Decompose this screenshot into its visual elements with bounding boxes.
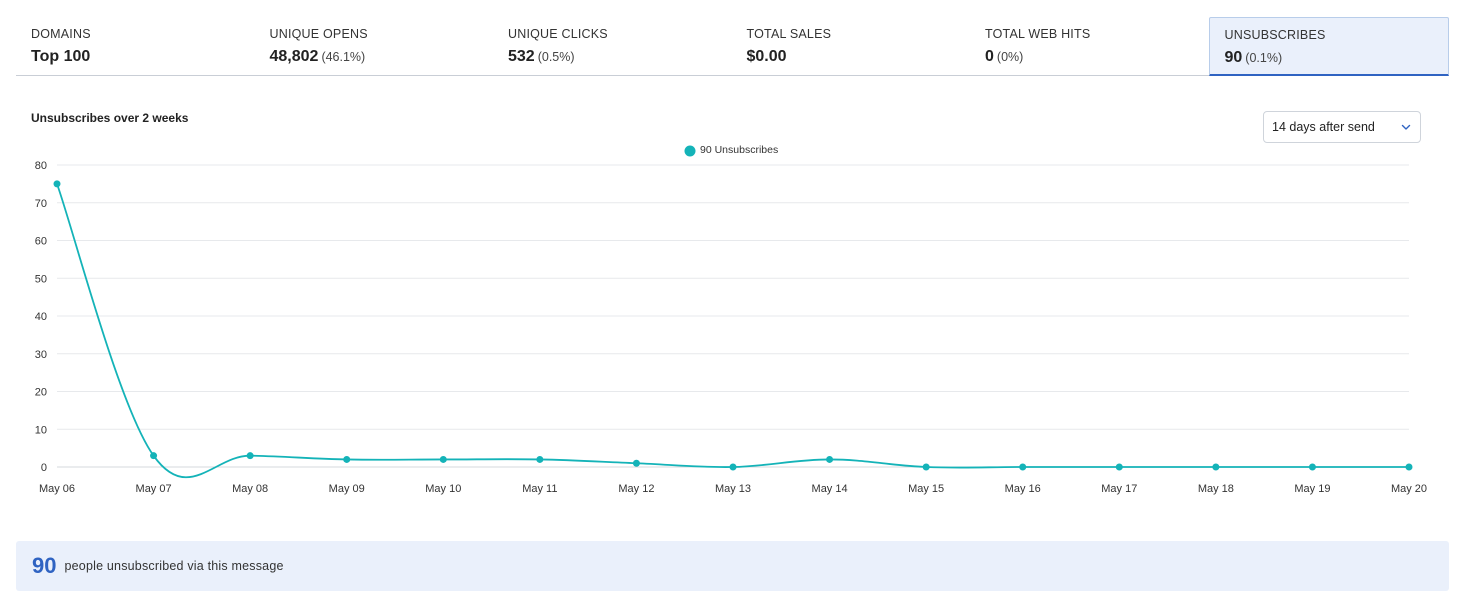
data-point xyxy=(53,180,61,188)
data-point xyxy=(826,455,834,463)
y-tick-label: 70 xyxy=(35,198,47,210)
y-tick-label: 20 xyxy=(35,387,47,399)
stat-value: $0.00 xyxy=(746,48,787,65)
summary-banner: 90 people unsubscribed via this message xyxy=(16,541,1449,591)
x-tick-label: May 13 xyxy=(715,483,751,495)
data-point xyxy=(1019,463,1027,471)
data-point xyxy=(536,455,544,463)
data-point xyxy=(1405,463,1413,471)
x-tick-label: May 16 xyxy=(1005,483,1041,495)
stat-value: 0 xyxy=(985,48,994,65)
stat-label: UNIQUE OPENS xyxy=(269,27,368,41)
x-tick-label: May 15 xyxy=(908,483,944,495)
x-tick-label: May 20 xyxy=(1391,483,1427,495)
stat-value-line: 0 (0%) xyxy=(985,48,1209,66)
stat-label: DOMAINS xyxy=(31,27,91,41)
y-tick-label: 80 xyxy=(35,160,47,172)
x-tick-label: May 08 xyxy=(232,483,268,495)
data-point xyxy=(343,455,351,463)
stat-value-line: 90 (0.1%) xyxy=(1225,49,1449,67)
stat-percent: (0.1%) xyxy=(1245,51,1283,65)
x-tick-label: May 19 xyxy=(1294,483,1330,495)
stat-value-line: 532 (0.5%) xyxy=(508,48,732,66)
stat-value-line: Top 100 xyxy=(31,48,255,66)
series-line xyxy=(56,183,1409,479)
stat-percent: (46.1%) xyxy=(321,50,366,64)
x-tick-label: May 10 xyxy=(425,483,461,495)
x-tick-label: May 09 xyxy=(329,483,365,495)
summary-text: people unsubscribed via this message xyxy=(64,559,284,573)
x-tick-label: May 18 xyxy=(1198,483,1234,495)
y-tick-label: 60 xyxy=(35,236,47,248)
y-tick-label: 0 xyxy=(41,462,47,474)
y-tick-label: 10 xyxy=(35,424,47,436)
y-tick-label: 30 xyxy=(35,349,47,361)
legend-label: 90 Unsubscribes xyxy=(700,144,778,156)
x-tick-label: May 11 xyxy=(522,483,557,495)
stat-tab-total-web-hits[interactable]: TOTAL WEB HITS 0 (0%) xyxy=(970,17,1209,75)
stat-tab-unique-clicks[interactable]: UNIQUE CLICKS 532 (0.5%) xyxy=(493,17,732,75)
data-point xyxy=(1115,463,1123,471)
data-point xyxy=(922,463,930,471)
date-range-select[interactable]: 14 days after send xyxy=(1263,111,1421,143)
stat-value-line: 48,802 (46.1%) xyxy=(270,48,494,66)
x-tick-label: May 14 xyxy=(812,483,848,495)
x-tick-label: May 17 xyxy=(1101,483,1137,495)
summary-count: 90 xyxy=(32,553,57,578)
stats-bar: DOMAINS Top 100 UNIQUE OPENS 48,802 (46.1%) U… xyxy=(16,17,1449,76)
stat-value: 532 xyxy=(508,48,535,65)
stat-value: 90 xyxy=(1224,49,1243,66)
unsubscribes-line-chart: 0 10 20 30 40 50 60 70 80 May 06 May 07 May 08 May 0… xyxy=(35,144,1427,495)
data-point xyxy=(632,459,640,467)
chart-title: Unsubscribes over 2 weeks xyxy=(31,111,189,125)
x-tick-label: May 06 xyxy=(39,483,75,495)
x-tick-label: May 12 xyxy=(618,483,654,495)
stat-value: Top 100 xyxy=(31,48,91,65)
x-tick-label: May 07 xyxy=(136,483,172,495)
chevron-down-icon xyxy=(1401,124,1411,130)
stat-tab-domains[interactable]: DOMAINS Top 100 xyxy=(16,17,255,75)
data-point xyxy=(729,463,737,471)
stat-percent: (0.5%) xyxy=(537,50,575,64)
stat-label: UNSUBSCRIBES xyxy=(1224,28,1326,42)
data-point xyxy=(150,452,158,460)
stat-tab-total-sales[interactable]: TOTAL SALES $0.00 xyxy=(732,17,971,75)
date-range-select-value: 14 days after send xyxy=(1272,120,1375,134)
data-point xyxy=(1212,463,1220,471)
legend-marker xyxy=(684,145,696,157)
stat-value: 48,802 xyxy=(269,48,319,65)
data-point xyxy=(439,455,447,463)
y-tick-label: 40 xyxy=(35,311,47,323)
data-point xyxy=(246,452,254,460)
stat-tab-unsubscribes[interactable]: UNSUBSCRIBES 90 (0.1%) xyxy=(1208,17,1449,76)
stat-tab-unique-opens[interactable]: UNIQUE OPENS 48,802 (46.1%) xyxy=(255,17,494,75)
stat-label: TOTAL WEB HITS xyxy=(985,27,1091,41)
stat-value-line: $0.00 xyxy=(747,48,971,66)
stat-label: UNIQUE CLICKS xyxy=(508,27,608,41)
stat-label: TOTAL SALES xyxy=(746,27,832,41)
data-point xyxy=(1308,463,1316,471)
stat-percent: (0%) xyxy=(996,50,1024,64)
y-tick-label: 50 xyxy=(35,273,47,285)
